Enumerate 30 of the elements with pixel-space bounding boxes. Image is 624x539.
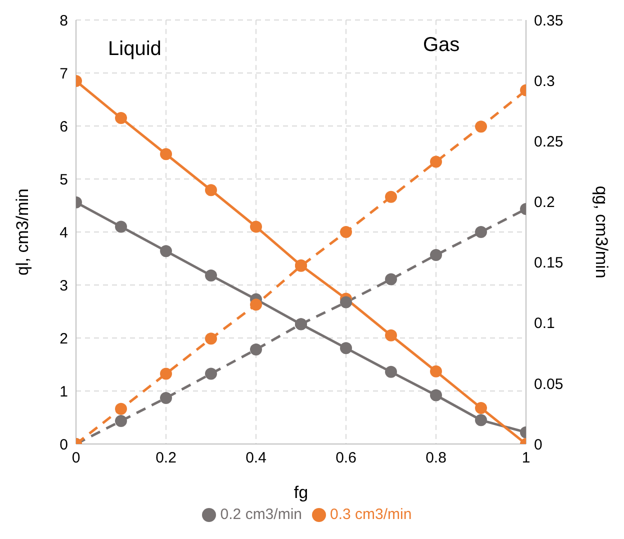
x-axis-title: fg (294, 483, 308, 502)
legend-label: 0.3 cm3/min (330, 506, 412, 523)
y2-tick-label: 0 (534, 436, 542, 454)
x-tick-label: 0 (72, 450, 80, 467)
y2-axis-title: qg, cm3/min (592, 186, 611, 278)
y-tick-label: 8 (60, 12, 68, 30)
y-tick-label: 1 (60, 383, 68, 400)
y-tick-label: 5 (60, 171, 68, 188)
annotation: Gas (423, 34, 460, 57)
y2-tick-label: 0.2 (534, 194, 555, 212)
y-tick-label: 6 (60, 118, 68, 136)
x-tick-label: 0.8 (426, 450, 446, 467)
y-tick-label: 2 (60, 330, 68, 348)
y2-tick-label: 0.15 (534, 254, 564, 272)
y-axis-title: ql, cm3/min (13, 188, 32, 276)
y2-tick-label: 0.1 (534, 315, 555, 332)
y-tick-label: 0 (60, 436, 68, 454)
y2-tick-label: 0.35 (534, 12, 564, 30)
x-tick-label: 0.2 (156, 450, 176, 467)
x-tick-label: 0.6 (336, 450, 356, 467)
x-tick-label: 0.4 (246, 450, 266, 467)
annotation: Liquid (108, 38, 162, 61)
y-tick-label: 3 (60, 277, 68, 294)
y2-tick-label: 0.3 (534, 72, 555, 90)
y2-tick-label: 0.05 (534, 376, 564, 393)
y-tick-label: 4 (60, 224, 68, 242)
y-tick-label: 7 (60, 65, 68, 82)
y2-tick-label: 0.25 (534, 133, 564, 150)
legend-label: 0.2 cm3/min (220, 506, 302, 523)
x-tick-label: 1 (522, 450, 530, 467)
